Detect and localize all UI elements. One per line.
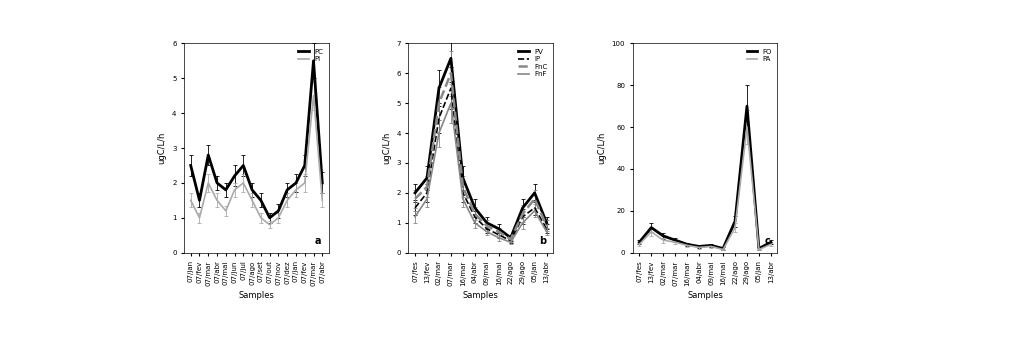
Legend: PC, PI: PC, PI: [297, 47, 325, 64]
Legend: FO, PA: FO, PA: [745, 47, 774, 64]
X-axis label: Samples: Samples: [238, 291, 274, 300]
Text: b: b: [539, 236, 546, 247]
Text: a: a: [315, 236, 321, 247]
Text: c: c: [764, 236, 770, 247]
Y-axis label: ugC/L/h: ugC/L/h: [597, 132, 606, 164]
X-axis label: Samples: Samples: [462, 291, 499, 300]
X-axis label: Samples: Samples: [687, 291, 723, 300]
Legend: PV, IP, FnC, FnF: PV, IP, FnC, FnF: [517, 47, 549, 79]
Y-axis label: ugC/L/h: ugC/L/h: [382, 132, 391, 164]
Y-axis label: ugC/L/h: ugC/L/h: [158, 132, 167, 164]
